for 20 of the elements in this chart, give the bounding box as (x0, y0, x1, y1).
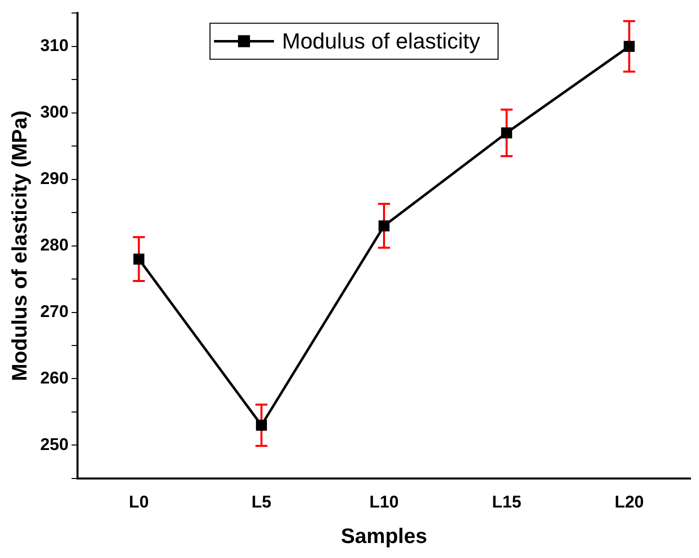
y-tick-label: 260 (40, 368, 69, 388)
x-tick-label: L15 (492, 492, 522, 512)
point (624, 40, 635, 52)
y-tick-label: 250 (40, 434, 69, 454)
y-tick-label: 270 (40, 302, 69, 321)
y-axis-title: Modulus of elasticity (MPa) (8, 110, 32, 382)
point (378, 220, 390, 232)
x-axis-title: Samples (340, 525, 428, 548)
x-tick-label: L5 (252, 492, 272, 512)
y-tick-label: 290 (40, 169, 69, 188)
x-tick-label: L20 (614, 492, 644, 512)
x-tick-label: L10 (369, 492, 399, 512)
point (256, 420, 267, 431)
y-tick-label: 300 (40, 102, 69, 122)
y-tick-label: 280 (40, 235, 69, 254)
point (501, 127, 512, 138)
legend-label: Modulus of elasticity (282, 28, 480, 54)
y-tick-label: 310 (40, 36, 69, 56)
point (133, 254, 144, 265)
x-tick-label: L0 (128, 492, 149, 512)
